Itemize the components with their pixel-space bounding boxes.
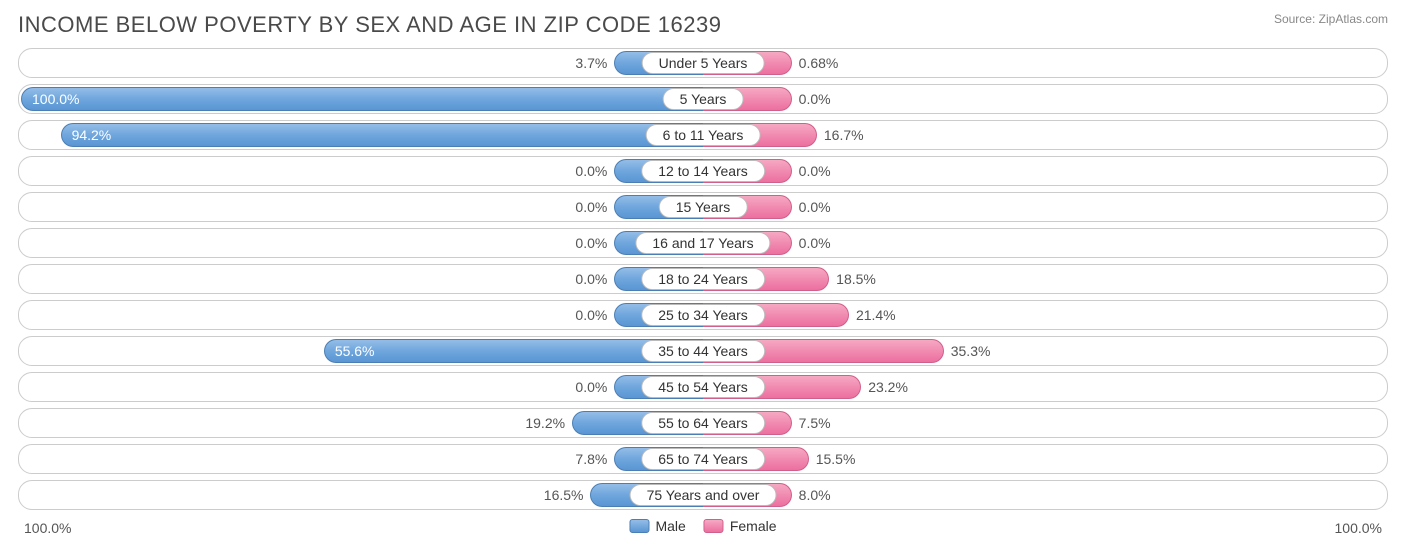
female-value-label: 16.7% <box>816 127 872 143</box>
male-value-label: 94.2% <box>62 127 122 143</box>
category-label: 45 to 54 Years <box>641 376 765 398</box>
category-label: 16 and 17 Years <box>635 232 770 254</box>
chart-row: 19.2% 7.5% 55 to 64 Years <box>18 408 1388 438</box>
female-value-label: 7.5% <box>791 415 839 431</box>
male-value-label: 3.7% <box>567 55 615 71</box>
chart-row: 0.0% 0.0% 16 and 17 Years <box>18 228 1388 258</box>
chart-row: 100.0% 0.0% 5 Years <box>18 84 1388 114</box>
female-value-label: 15.5% <box>808 451 864 467</box>
chart-title: INCOME BELOW POVERTY BY SEX AND AGE IN Z… <box>18 12 721 38</box>
female-value-label: 0.0% <box>791 91 839 107</box>
male-value-label: 7.8% <box>567 451 615 467</box>
male-value-label: 0.0% <box>567 199 615 215</box>
category-label: 5 Years <box>663 88 744 110</box>
legend: Male Female <box>629 518 776 534</box>
male-bar: 94.2% <box>61 123 703 147</box>
male-value-label: 0.0% <box>567 163 615 179</box>
chart-row: 0.0% 0.0% 15 Years <box>18 192 1388 222</box>
category-label: 75 Years and over <box>630 484 777 506</box>
female-value-label: 0.0% <box>791 199 839 215</box>
chart-row: 0.0% 18.5% 18 to 24 Years <box>18 264 1388 294</box>
male-value-label: 0.0% <box>567 235 615 251</box>
axis-label-left: 100.0% <box>24 520 71 536</box>
male-value-label: 19.2% <box>517 415 573 431</box>
legend-female-label: Female <box>730 518 777 534</box>
male-swatch-icon <box>629 519 649 533</box>
female-swatch-icon <box>704 519 724 533</box>
category-label: 6 to 11 Years <box>646 124 761 146</box>
chart-row: 0.0% 0.0% 12 to 14 Years <box>18 156 1388 186</box>
category-label: 25 to 34 Years <box>641 304 765 326</box>
source-label: Source: ZipAtlas.com <box>1274 12 1388 26</box>
female-value-label: 0.0% <box>791 235 839 251</box>
legend-item-female: Female <box>704 518 777 534</box>
chart-row: 16.5% 8.0% 75 Years and over <box>18 480 1388 510</box>
category-label: 65 to 74 Years <box>641 448 765 470</box>
male-value-label: 0.0% <box>567 271 615 287</box>
female-value-label: 21.4% <box>848 307 904 323</box>
category-label: 18 to 24 Years <box>641 268 765 290</box>
category-label: 55 to 64 Years <box>641 412 765 434</box>
chart-row: 7.8% 15.5% 65 to 74 Years <box>18 444 1388 474</box>
chart-row: 3.7% 0.68% Under 5 Years <box>18 48 1388 78</box>
legend-item-male: Male <box>629 518 685 534</box>
male-bar: 100.0% <box>21 87 703 111</box>
male-value-label: 0.0% <box>567 307 615 323</box>
chart-footer: 100.0% Male Female 100.0% <box>18 516 1388 544</box>
chart-row: 0.0% 23.2% 45 to 54 Years <box>18 372 1388 402</box>
category-label: Under 5 Years <box>642 52 765 74</box>
chart-row: 94.2% 16.7% 6 to 11 Years <box>18 120 1388 150</box>
female-value-label: 23.2% <box>860 379 916 395</box>
diverging-bar-chart: 3.7% 0.68% Under 5 Years 100.0% 0.0% 5 Years 9… <box>18 48 1388 510</box>
female-value-label: 18.5% <box>828 271 884 287</box>
chart-row: 55.6% 35.3% 35 to 44 Years <box>18 336 1388 366</box>
axis-label-right: 100.0% <box>1335 520 1382 536</box>
female-value-label: 0.68% <box>791 55 847 71</box>
female-value-label: 8.0% <box>791 487 839 503</box>
chart-row: 0.0% 21.4% 25 to 34 Years <box>18 300 1388 330</box>
category-label: 12 to 14 Years <box>641 160 765 182</box>
female-value-label: 0.0% <box>791 163 839 179</box>
category-label: 35 to 44 Years <box>641 340 765 362</box>
male-value-label: 0.0% <box>567 379 615 395</box>
category-label: 15 Years <box>659 196 748 218</box>
male-value-label: 16.5% <box>536 487 592 503</box>
header: INCOME BELOW POVERTY BY SEX AND AGE IN Z… <box>18 12 1388 38</box>
female-value-label: 35.3% <box>943 343 999 359</box>
male-value-label: 55.6% <box>325 343 385 359</box>
male-value-label: 100.0% <box>22 91 89 107</box>
legend-male-label: Male <box>655 518 685 534</box>
